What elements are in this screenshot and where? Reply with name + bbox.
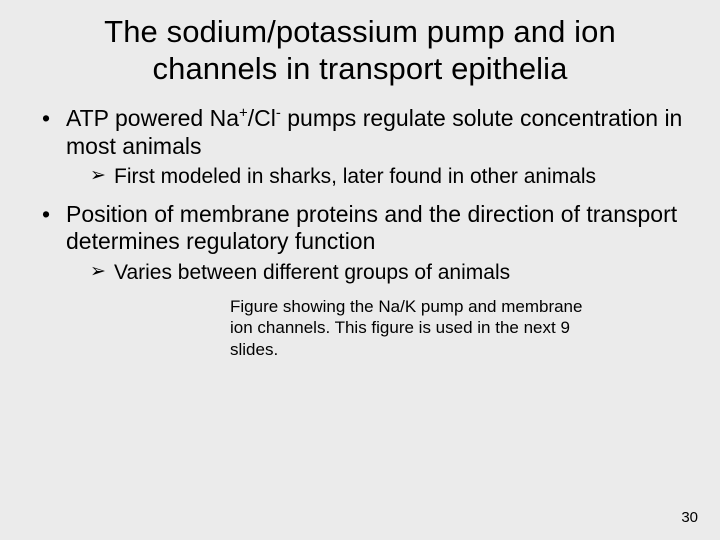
figure-caption: Figure showing the Na/K pump and membran… (230, 296, 590, 360)
page-number: 30 (681, 509, 698, 526)
slide-title: The sodium/potassium pump and ion channe… (30, 14, 690, 87)
sub-item-2: Varies between different groups of anima… (90, 260, 690, 286)
bullet2-text: Position of membrane proteins and the di… (66, 201, 677, 255)
bullet-item-1: ATP powered Na+/Cl- pumps regulate solut… (36, 105, 690, 190)
bullet-list: ATP powered Na+/Cl- pumps regulate solut… (36, 105, 690, 286)
bullet1-sup1: + (239, 105, 248, 122)
sub-list-1: First modeled in sharks, later found in … (90, 164, 690, 190)
title-line-1: The sodium/potassium pump and ion (104, 14, 616, 49)
sub-item-1: First modeled in sharks, later found in … (90, 164, 690, 190)
bullet-item-2: Position of membrane proteins and the di… (36, 201, 690, 286)
title-line-2: channels in transport epithelia (153, 51, 568, 86)
bullet1-text-pre: ATP powered Na (66, 105, 239, 131)
slide: The sodium/potassium pump and ion channe… (0, 0, 720, 540)
bullet1-text-mid: /Cl (248, 105, 276, 131)
sub-list-2: Varies between different groups of anima… (90, 260, 690, 286)
